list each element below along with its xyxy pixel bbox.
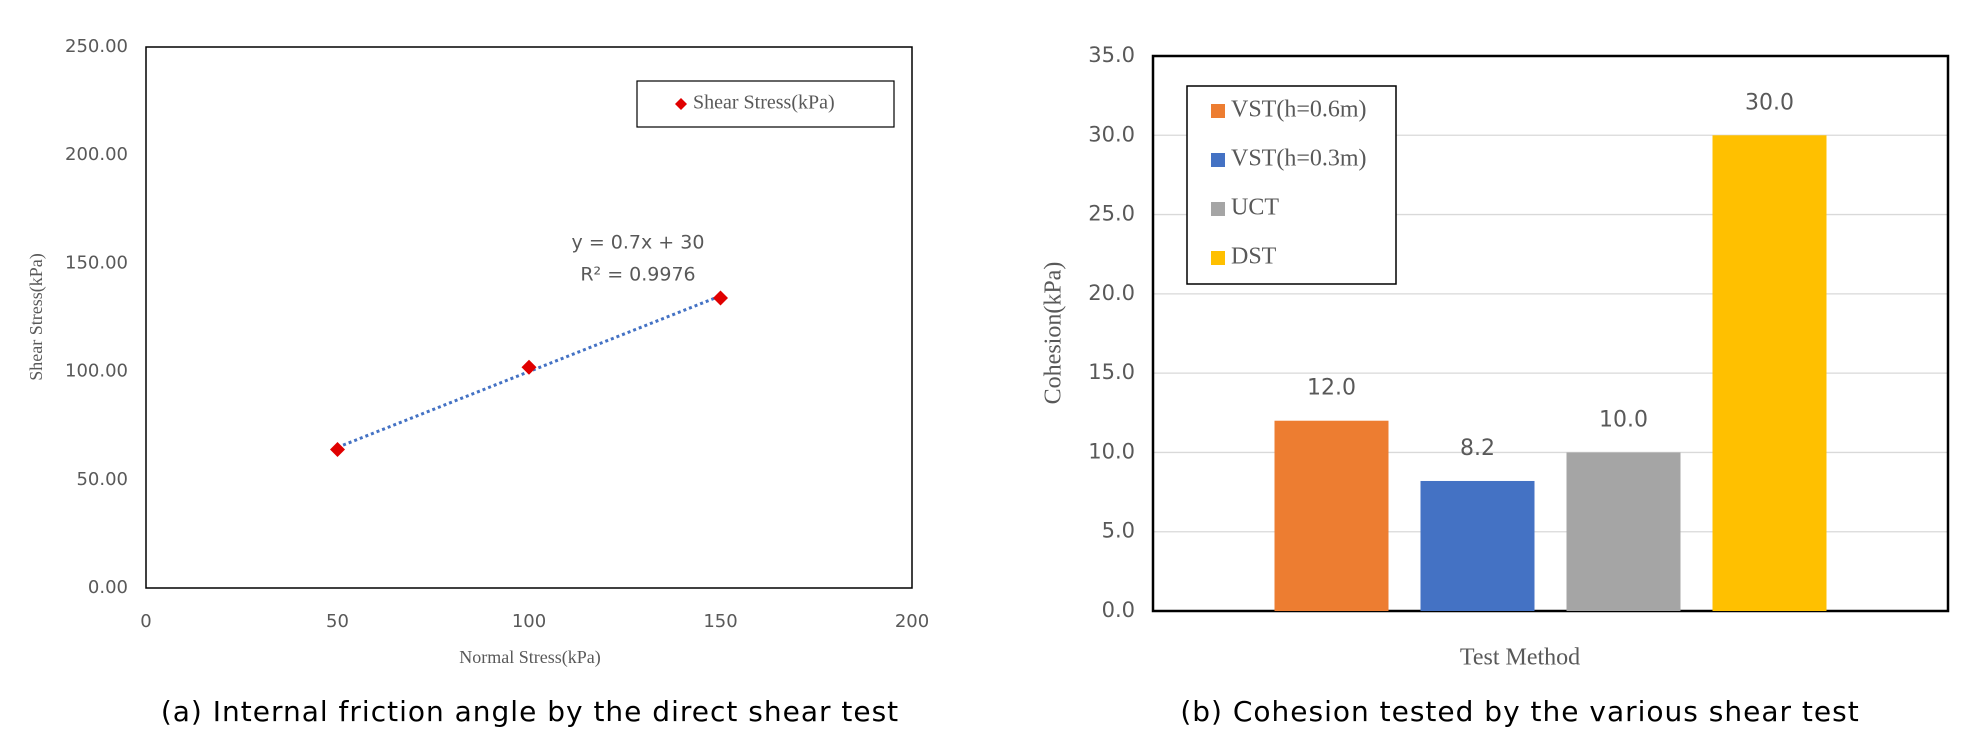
legend-label: UCT xyxy=(1231,195,1279,221)
y-tick-label: 150.00 xyxy=(65,252,128,273)
legend-label: Shear Stress(kPa) xyxy=(693,92,835,114)
y-tick-label: 20.0 xyxy=(1088,281,1135,305)
bar xyxy=(1566,452,1681,611)
y-tick-label: 5.0 xyxy=(1102,519,1135,543)
y-tick-label: 30.0 xyxy=(1088,122,1135,146)
y-tick-label: 25.0 xyxy=(1088,202,1135,226)
y-tick-label: 10.0 xyxy=(1088,439,1135,463)
legend-marker xyxy=(675,98,687,110)
y-tick-label: 0.0 xyxy=(1102,598,1135,622)
bar xyxy=(1420,480,1535,611)
y-tick-label: 0.00 xyxy=(88,577,128,598)
caption: (a) Internal friction angle by the direc… xyxy=(161,695,899,728)
y-tick-label: 200.00 xyxy=(65,144,128,165)
bar xyxy=(1712,135,1827,612)
value-label: 10.0 xyxy=(1599,407,1648,432)
x-tick-label: 50 xyxy=(326,611,349,632)
y-tick-label: 35.0 xyxy=(1088,43,1135,67)
y-axis-label: Shear Stress(kPa) xyxy=(26,253,47,380)
trendline-equation: y = 0.7x + 30 xyxy=(572,232,705,254)
scatter-point xyxy=(713,290,728,306)
legend-swatch xyxy=(1211,251,1225,265)
scatter-point xyxy=(330,442,345,458)
plot-frame xyxy=(145,46,913,589)
x-tick-label: 0 xyxy=(140,611,151,632)
value-label: 8.2 xyxy=(1460,436,1495,461)
y-tick-label: 250.00 xyxy=(65,36,128,57)
legend-label: VST(h=0.3m) xyxy=(1231,146,1367,172)
legend-label: DST xyxy=(1231,244,1277,270)
x-axis-label: Normal Stress(kPa) xyxy=(459,647,600,668)
x-axis-label: Test Method xyxy=(1460,645,1580,671)
scatter-point xyxy=(521,359,537,375)
trendline-r2: R² = 0.9976 xyxy=(580,264,695,286)
value-label: 12.0 xyxy=(1307,376,1356,401)
y-tick-label: 15.0 xyxy=(1088,360,1135,384)
legend-swatch xyxy=(1211,104,1225,118)
x-tick-label: 200 xyxy=(895,611,929,632)
y-axis-label: Cohesion(kPa) xyxy=(1041,262,1067,405)
bar xyxy=(1274,420,1389,611)
y-tick-label: 50.00 xyxy=(76,469,128,490)
legend-swatch xyxy=(1211,202,1225,216)
legend-swatch xyxy=(1211,153,1225,167)
value-label: 30.0 xyxy=(1745,90,1794,115)
legend-label: VST(h=0.6m) xyxy=(1231,97,1367,123)
plot-frame xyxy=(1151,54,1950,613)
caption: (b) Cohesion tested by the various shear… xyxy=(1180,695,1859,728)
x-tick-label: 100 xyxy=(512,611,546,632)
y-tick-label: 100.00 xyxy=(65,361,128,382)
x-tick-label: 150 xyxy=(703,611,737,632)
